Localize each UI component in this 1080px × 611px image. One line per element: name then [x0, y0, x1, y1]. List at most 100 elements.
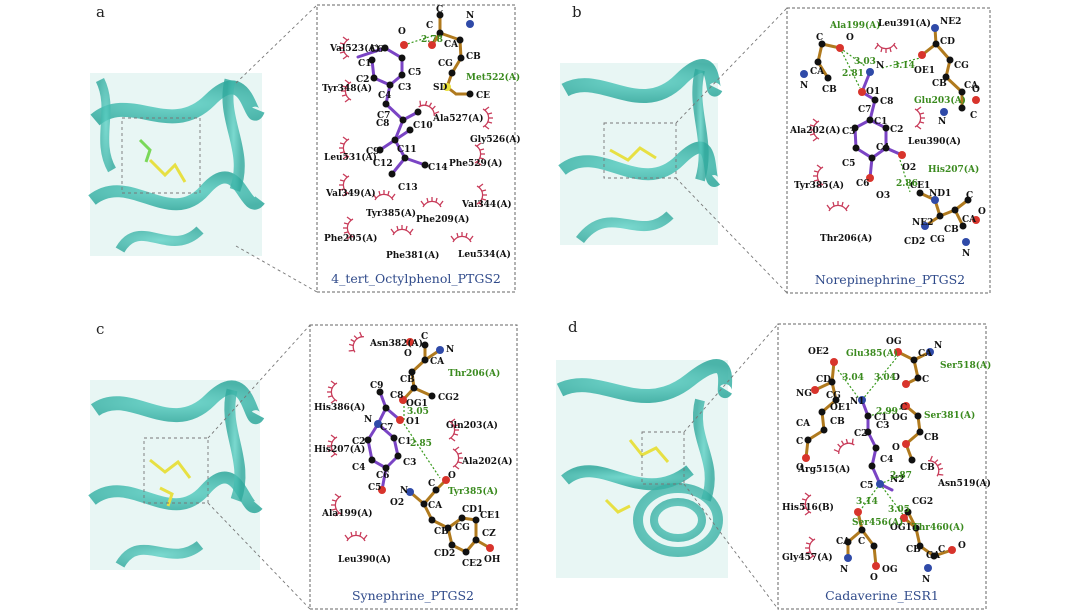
hbond-distance-label: 2.86 [896, 179, 918, 189]
atom-label: CA [430, 357, 445, 367]
atom-label: C8 [390, 391, 403, 401]
atom-label: C1 [874, 117, 887, 127]
atom-label: O [398, 27, 406, 37]
atom-label: OG1 [890, 523, 912, 533]
atom-label: O3 [876, 191, 890, 201]
atom-label: O [972, 85, 980, 95]
contact-residue-label: Tyr348(A) [322, 83, 372, 94]
atom-label: C3 [403, 458, 416, 468]
contact-residue-label: Phe205(A) [324, 233, 377, 244]
atom-label: C [900, 403, 907, 413]
hbond-distance-label: 3.05 [407, 407, 429, 417]
atom-label: C4 [352, 463, 365, 473]
atom-label: N [934, 341, 942, 351]
atom-label: O [796, 463, 804, 473]
contact-residue-label: Leu390(A) [908, 136, 961, 147]
atom-label: CG [455, 523, 470, 533]
atom-label: C12 [373, 159, 393, 169]
atom-label: C3 [398, 83, 411, 93]
protein-structure-image [556, 359, 733, 578]
hbond-residue: Glu385(A) [846, 348, 898, 359]
panel-label: b [572, 3, 582, 21]
atom-label: C1 [358, 59, 371, 69]
contact-residue-label: Gly457(A) [782, 552, 833, 563]
panel-label: c [96, 320, 104, 338]
atom-label: C11 [397, 145, 417, 155]
contact-residue-label: Ala202(A) [789, 125, 841, 136]
protein-structure-image [88, 73, 265, 256]
contact-residue-label: His207(A) [314, 444, 365, 455]
atom-label: N [962, 249, 970, 259]
atom-label: C14 [428, 163, 448, 173]
atom-label: C9 [366, 147, 379, 157]
contact-residue-label: Asn519(A) [937, 478, 991, 489]
atom-label: C1 [874, 413, 887, 423]
panel-caption: Cadaverine_ESR1 [825, 588, 939, 603]
protein-structure-image [88, 380, 265, 570]
atom-label: NE2 [912, 218, 933, 228]
atom-label: CD2 [434, 549, 455, 559]
hbond-residue: Thr460(A) [912, 522, 964, 533]
contact-residue-label: Phe209(A) [416, 214, 469, 225]
atom-label: NE2 [940, 17, 961, 27]
atom-label: O [448, 471, 456, 481]
atom-label: OE2 [808, 347, 829, 357]
atom-label: C2 [890, 125, 903, 135]
atom-label: C [428, 479, 435, 489]
atom-label: SD [433, 83, 447, 93]
atom-label: CD1 [462, 505, 483, 515]
panel-d: d [556, 318, 991, 610]
atom-label: CA [810, 67, 825, 77]
hbond-residue: Ser456(A) [852, 517, 903, 528]
atom-label: O1 [406, 417, 420, 427]
atom-label: C [796, 437, 803, 447]
hbond-residue: Ala199(A) [829, 20, 881, 31]
atom-label: CG [930, 235, 945, 245]
atom-label: C10 [413, 121, 433, 131]
contact-residue-label: Phe381(A) [386, 250, 439, 261]
atom-label: C2 [854, 429, 867, 439]
interaction-diagram: C O N CA CB CG2 OG1 C9 C8 N C7 O1 C2 C1 … [314, 329, 513, 569]
atom-label: N [466, 11, 474, 21]
contact-residue-label: Leu390(A) [338, 554, 391, 565]
panel-c: c [88, 320, 518, 610]
atom-label: CD2 [904, 237, 925, 247]
atom-label: C [970, 111, 977, 121]
atom-label: C [436, 5, 443, 15]
atom-label: O1 [866, 87, 880, 97]
protein-structure-image [558, 59, 723, 245]
atom-label: CD [940, 37, 955, 47]
panel-caption: Synephrine_PTGS2 [352, 588, 474, 603]
atom-label: O2 [902, 163, 916, 173]
atom-label: CB [466, 52, 481, 62]
atom-label: CB [920, 463, 935, 473]
atom-label: CE1 [910, 181, 930, 191]
atom-label: CB [944, 225, 959, 235]
contact-residue-label: Val523(A) [329, 43, 380, 54]
hbond-distance-label: 3.03 [854, 57, 876, 67]
atom-label: CA [836, 537, 851, 547]
atom-label: CG2 [912, 497, 933, 507]
atom-label: O [892, 443, 900, 453]
atom-label: CG [438, 59, 453, 69]
contact-residue-label: Thr206(A) [820, 233, 872, 244]
atom-label: O [404, 349, 412, 359]
atom-label: C5 [368, 483, 381, 493]
atom-label: CA [962, 215, 977, 225]
atom-label: CB [822, 85, 837, 95]
atom-label: C7 [377, 111, 390, 121]
atom-label: CA [926, 551, 941, 561]
atom-label: CG [954, 61, 969, 71]
atom-label: C3 [842, 127, 855, 137]
atom-label: N [800, 81, 808, 91]
hbond-distance-label: 2.87 [890, 471, 912, 481]
atom-label: C7 [380, 423, 393, 433]
contact-residue-label: Arg515(A) [797, 464, 850, 475]
atom-label: N [876, 61, 884, 71]
atom-label: CD [816, 375, 831, 385]
contact-residue-label: Ala202(A) [461, 456, 513, 467]
contact-residue-label: Ala199(A) [321, 508, 373, 519]
atom-label: O2 [390, 498, 404, 508]
atom-label: C5 [860, 481, 873, 491]
atom-label: C [966, 191, 973, 201]
